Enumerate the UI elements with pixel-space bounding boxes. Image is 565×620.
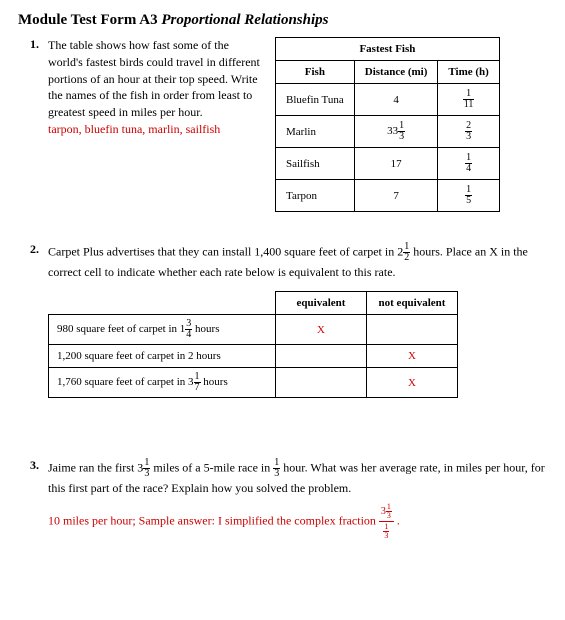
table-row: 980 square feet of carpet in 134 hours X [49,315,458,345]
table-row: Marlin 3313 23 [276,116,500,148]
q1-table: Fastest Fish Fish Distance (mi) Time (h)… [275,37,500,212]
table-row: Tarpon 7 15 [276,180,500,212]
q2-text: Carpet Plus advertises that they can ins… [48,242,547,281]
q2-table: equivalent not equivalent 980 square fee… [48,291,458,398]
col-dist: Distance (mi) [354,61,438,84]
table-row: Bluefin Tuna 4 111 [276,84,500,116]
col-not-equivalent: not equivalent [367,292,458,315]
table-row: 1,760 square feet of carpet in 317 hours… [49,368,458,398]
q1-answer: tarpon, bluefin tuna, marlin, sailfish [48,122,220,136]
question-1: 1. The table shows how fast some of the … [18,37,547,212]
question-2: 2. Carpet Plus advertises that they can … [18,242,547,398]
page-title: Module Test Form A3 Proportional Relatio… [18,12,547,29]
q1-table-title: Fastest Fish [276,38,500,61]
col-fish: Fish [276,61,355,84]
title-plain: Module Test Form A3 [18,12,158,28]
q3-answer: 10 miles per hour; Sample answer: I simp… [48,503,547,540]
table-row: Sailfish 17 14 [276,148,500,180]
q3-number: 3. [30,458,48,540]
q2-number: 2. [30,242,48,398]
col-time: Time (h) [438,61,499,84]
table-row: 1,200 square feet of carpet in 2 hours X [49,345,458,368]
question-3: 3. Jaime ran the first 313 miles of a 5-… [18,458,547,540]
q3-text: Jaime ran the first 313 miles of a 5-mil… [48,458,547,497]
col-equivalent: equivalent [276,292,367,315]
q1-text: The table shows how fast some of the wor… [48,38,260,119]
q1-number: 1. [30,37,48,212]
title-italic: Proportional Relationships [161,12,328,28]
